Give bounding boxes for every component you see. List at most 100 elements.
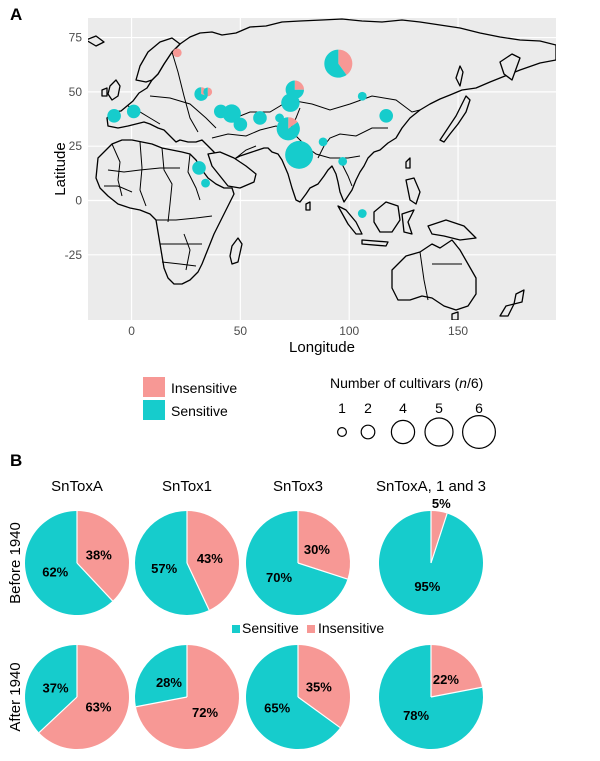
britain-outline bbox=[107, 79, 121, 101]
x-tick-label: 0 bbox=[128, 324, 135, 338]
map-point bbox=[357, 209, 367, 218]
sulawesi-outline bbox=[401, 209, 415, 235]
map-point-sensitive-slice bbox=[203, 87, 208, 97]
size-legend-title: Number of cultivars (n/6) bbox=[330, 375, 483, 391]
pie-slice-insensitive bbox=[298, 511, 350, 580]
x-axis-title: Longitude bbox=[289, 339, 355, 356]
map-point-sensitive-slice bbox=[201, 178, 210, 188]
map-point-sensitive-slice bbox=[324, 49, 347, 78]
size-legend-circle bbox=[462, 415, 497, 450]
size-legend-circle bbox=[337, 427, 348, 438]
map-point-sensitive-slice bbox=[276, 117, 300, 141]
pie-chart: 43% 57% bbox=[135, 511, 239, 615]
pie-legend-swatch-sensitive bbox=[232, 625, 240, 633]
map-point bbox=[213, 104, 228, 119]
pie-label-sensitive: 95% bbox=[414, 579, 440, 594]
java-outline bbox=[361, 239, 389, 247]
map-point-sensitive-slice bbox=[107, 108, 121, 123]
map-point bbox=[192, 161, 206, 175]
pie-chart: 38% 62% bbox=[25, 511, 129, 615]
map-point bbox=[275, 113, 284, 123]
world-map bbox=[88, 18, 556, 320]
arabia-outline bbox=[207, 151, 257, 189]
sumatra-outline bbox=[337, 205, 363, 235]
map-point-insensitive-slice bbox=[207, 87, 213, 97]
pie-label-insensitive: 72% bbox=[192, 705, 218, 720]
size-legend-circle bbox=[390, 419, 416, 445]
pie-slice-divider bbox=[297, 562, 348, 580]
pie-slice-sensitive bbox=[245, 645, 341, 749]
japan-outline bbox=[439, 95, 471, 143]
borneo-outline bbox=[373, 201, 401, 233]
map-point-sensitive-slice bbox=[275, 113, 284, 123]
map-point bbox=[379, 108, 394, 123]
y-axis-title: Latitude bbox=[52, 142, 69, 195]
size-legend-title-prefix: Number of cultivars ( bbox=[330, 375, 459, 391]
map-point bbox=[201, 178, 210, 188]
pie-chart: 72% 28% bbox=[135, 645, 240, 750]
map-point bbox=[357, 91, 367, 101]
map-point bbox=[285, 140, 314, 169]
pie-legend: Sensitive Insensitive bbox=[232, 620, 384, 636]
x-tick-label: 100 bbox=[339, 324, 359, 338]
map-point-sensitive-slice bbox=[194, 87, 208, 101]
pie-slice-sensitive bbox=[135, 511, 210, 615]
size-legend-circle bbox=[360, 424, 376, 440]
map-point bbox=[172, 48, 182, 58]
map-point bbox=[203, 87, 213, 97]
map-point-insensitive-slice bbox=[288, 117, 298, 129]
kamchatka-outline bbox=[499, 53, 521, 81]
map-point-sensitive-slice bbox=[318, 137, 328, 147]
map-point-sensitive-slice bbox=[285, 80, 304, 99]
pie-slice-divider bbox=[135, 696, 188, 708]
row-label-before-1940: Before 1940 bbox=[7, 522, 24, 604]
x-tick-label: 150 bbox=[448, 324, 468, 338]
pie-label-sensitive: 37% bbox=[43, 681, 69, 696]
size-legend-title-italic: n bbox=[459, 375, 467, 391]
map-point bbox=[324, 49, 353, 78]
y-tick-label: 0 bbox=[75, 194, 82, 208]
australia-outline bbox=[391, 239, 477, 311]
pie-label-sensitive: 28% bbox=[156, 675, 182, 690]
africa-outline bbox=[95, 139, 235, 285]
map-point-insensitive-slice bbox=[172, 48, 182, 58]
pie-slice-divider bbox=[430, 513, 448, 564]
map-point bbox=[276, 117, 300, 141]
map-point-sensitive-slice bbox=[338, 156, 348, 166]
size-legend-circles bbox=[337, 415, 497, 450]
map-point-sensitive-slice bbox=[379, 108, 394, 123]
pie-label-sensitive: 78% bbox=[403, 708, 429, 723]
map-point-sensitive-slice bbox=[213, 104, 228, 119]
size-legend-label: 2 bbox=[364, 400, 372, 416]
pie-label-sensitive: 62% bbox=[42, 565, 68, 580]
pie-chart: 22% 78% bbox=[379, 645, 484, 750]
pie-chart: 35% 65% bbox=[245, 645, 350, 749]
color-legend: Insensitive Sensitive bbox=[143, 377, 237, 420]
map-point bbox=[126, 104, 141, 119]
pie-legend-label-sensitive: Sensitive bbox=[242, 620, 299, 636]
tasmania-outline bbox=[451, 311, 459, 320]
size-legend-title-suffix: /6) bbox=[467, 375, 483, 391]
pie-label-insensitive: 30% bbox=[304, 542, 330, 557]
map-axes: 75 50 25 0 -25 0 50 100 150 bbox=[65, 31, 469, 338]
map-point bbox=[253, 111, 267, 125]
y-tick-label: 50 bbox=[69, 85, 83, 99]
pie-label-sensitive: 65% bbox=[264, 701, 290, 716]
size-legend-label: 6 bbox=[475, 400, 483, 416]
panel-b-letter: B bbox=[10, 451, 22, 470]
size-legend-label: 1 bbox=[338, 400, 346, 416]
pie-column-title: SnToxA bbox=[51, 478, 103, 495]
sakhalin-outline bbox=[455, 65, 464, 87]
pie-label-insensitive: 63% bbox=[85, 699, 111, 714]
map-point-insensitive-slice bbox=[294, 80, 304, 90]
pie-label-insensitive: 5% bbox=[432, 496, 451, 511]
pie-slice-insensitive bbox=[77, 511, 129, 601]
map-point-sensitive-slice bbox=[253, 111, 267, 125]
pie-label-insensitive: 22% bbox=[433, 672, 459, 687]
map-point bbox=[233, 117, 248, 132]
pie-slice-divider bbox=[186, 562, 210, 611]
pie-slice-divider bbox=[297, 696, 341, 729]
pie-slice-divider bbox=[76, 562, 114, 602]
taiwan-outline bbox=[405, 157, 411, 169]
map-point-sensitive-slice bbox=[192, 161, 206, 175]
